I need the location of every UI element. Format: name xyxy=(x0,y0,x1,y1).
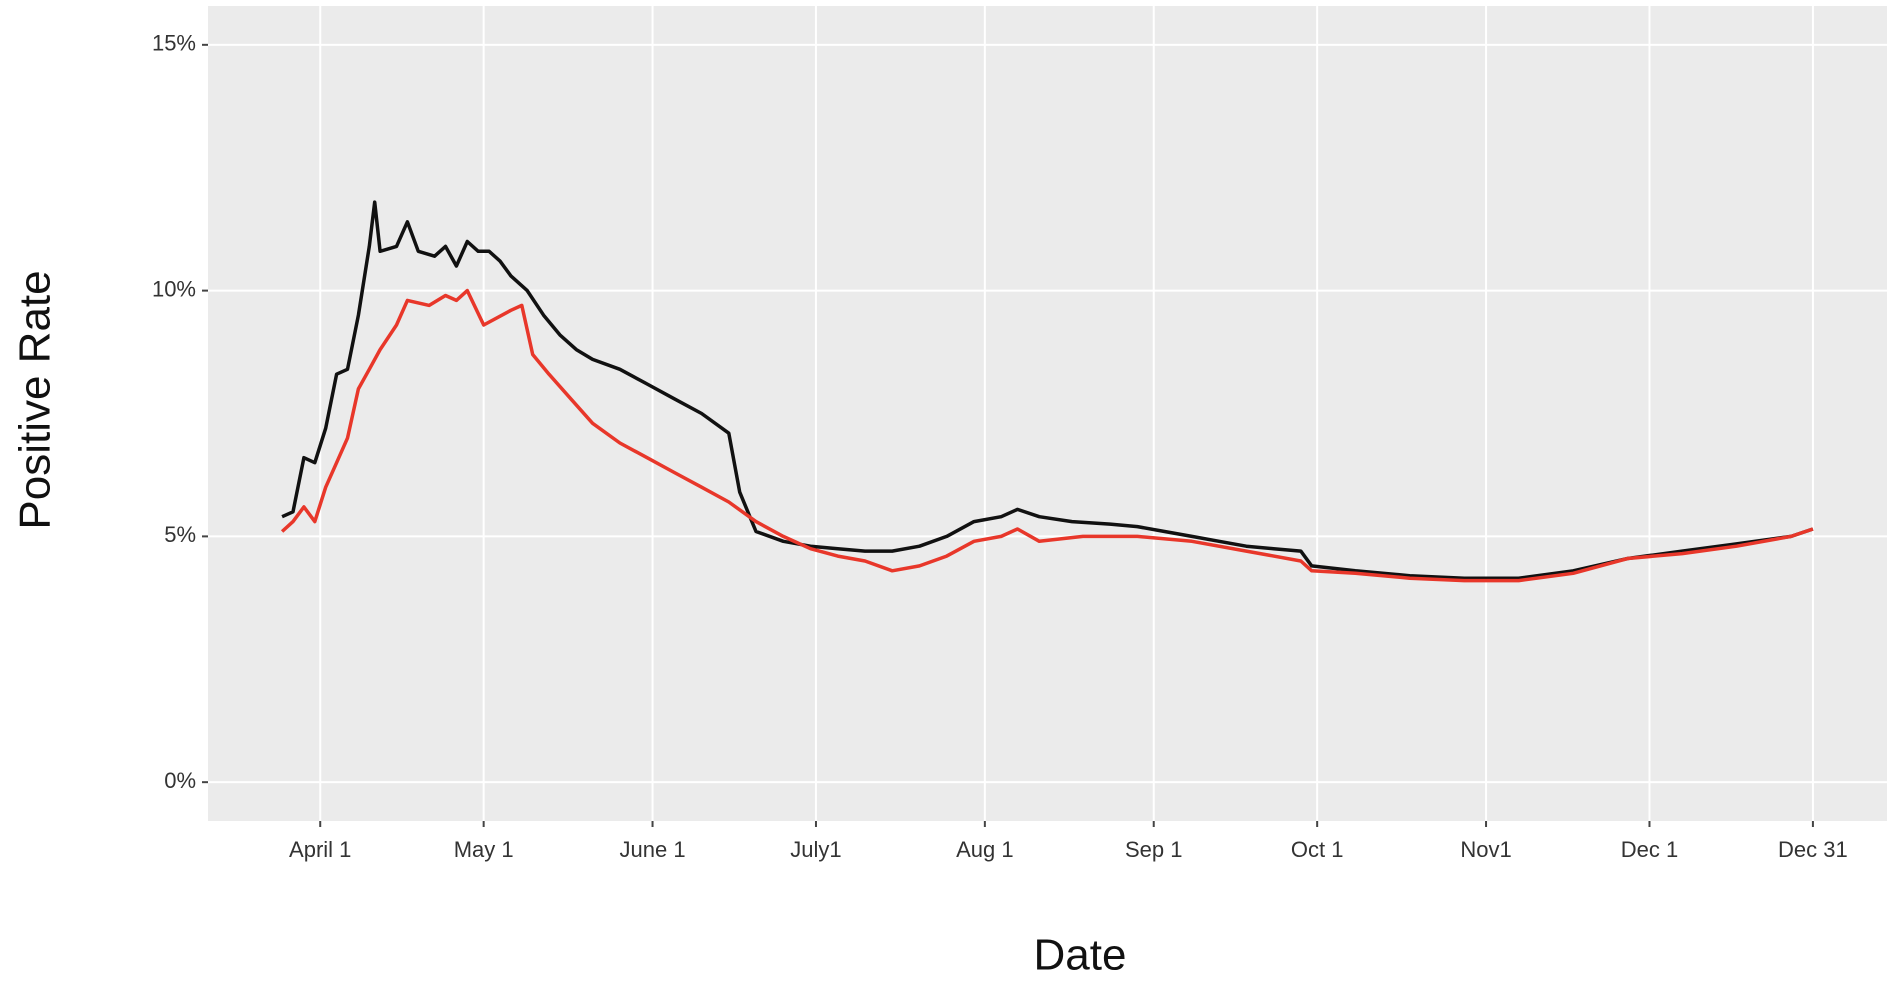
x-tick-label: July1 xyxy=(790,837,841,862)
x-tick-label: Sep 1 xyxy=(1125,837,1183,862)
series-line xyxy=(280,288,1814,583)
x-tick-label: Oct 1 xyxy=(1291,837,1344,862)
x-axis-title: Date xyxy=(1034,931,1127,980)
y-tick-label: 5% xyxy=(164,522,196,547)
x-tick-label: June 1 xyxy=(620,837,686,862)
x-tick-label: May 1 xyxy=(454,837,514,862)
y-tick-label: 0% xyxy=(164,768,196,793)
x-tick-label: Dec 1 xyxy=(1621,837,1678,862)
x-tick-label: April 1 xyxy=(289,837,351,862)
series-line xyxy=(281,200,1814,580)
x-tick-label: Dec 31 xyxy=(1778,837,1848,862)
x-tick-label: Aug 1 xyxy=(956,837,1014,862)
y-tick-label: 15% xyxy=(152,31,196,56)
y-axis-title: Positive Rate xyxy=(11,270,60,529)
plot-panel xyxy=(208,6,1887,821)
y-tick-label: 10% xyxy=(152,276,196,301)
x-tick-label: Nov1 xyxy=(1460,837,1511,862)
